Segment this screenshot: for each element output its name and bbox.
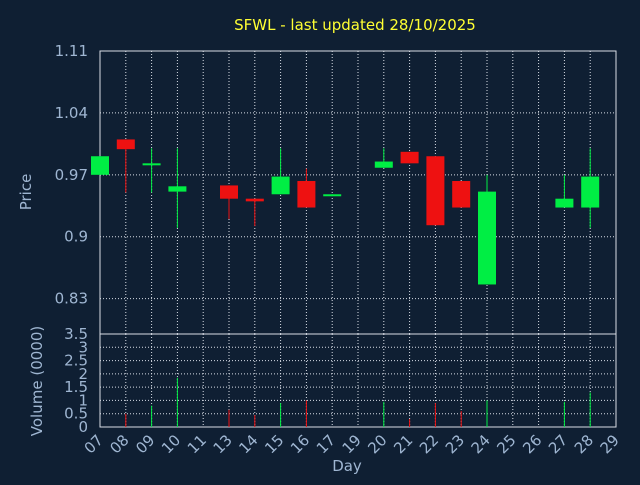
candle-body [452,181,471,208]
volume-tick-label: 3 [78,338,88,356]
candle [271,148,290,195]
candle [323,194,342,197]
candle [91,156,109,175]
candle [116,139,135,193]
chart-title: SFWL - last updated 28/10/2025 [234,16,476,34]
candle-body [220,185,238,199]
x-tick-label: 10 [158,431,184,457]
volume-axis-label: Volume (0000) [28,326,46,436]
candle-body [271,176,290,195]
candle-body [374,161,393,168]
candle-body [116,139,135,150]
x-tick-label: 23 [442,431,468,457]
candle [245,198,264,227]
candle [374,148,393,168]
candle-body [400,151,419,164]
price-tick-label: 1.11 [55,42,88,60]
candle-body [323,194,342,197]
candle [400,151,419,164]
price-tick-label: 0.97 [55,166,88,184]
x-tick-label: 25 [493,431,519,457]
x-tick-label: 17 [313,431,339,457]
x-tick-label: 22 [416,431,442,457]
x-tick-label: 29 [597,431,623,457]
candle-body [297,181,316,208]
candle-body [142,163,161,166]
volume-tick-label: 0.5 [64,405,88,423]
x-tick-label: 09 [132,431,158,457]
candle [168,148,187,228]
x-tick-label: 24 [468,431,494,457]
x-tick-label: 26 [519,431,545,457]
x-axis: 07 08 09 10 11 13 14 15 16 17 19 20 21 22 23 24 25 26 27 28… [81,431,623,457]
volume-panel-frame [99,333,617,428]
candle-body [426,156,445,226]
candle [555,174,574,208]
candle [297,168,316,208]
candle-body [555,198,574,208]
price-tick-label: 0.83 [55,290,88,308]
x-axis-label: Day [332,457,362,475]
candle-body [245,198,264,202]
volume-tick-label: 1.5 [64,378,88,396]
volume-tick-label: 2.5 [64,352,88,370]
candle-body [91,156,109,175]
x-tick-label: 15 [261,431,287,457]
candle [426,156,445,226]
x-tick-label: 20 [364,431,390,457]
candle [142,148,161,193]
candle [452,181,471,208]
volume-tick-label: 0 [78,418,88,436]
x-tick-label: 19 [339,431,365,457]
x-tick-label: 11 [184,431,210,457]
x-tick-label: 13 [210,431,236,457]
candle-body [478,191,496,285]
price-axis-label: Price [17,174,35,211]
candle-body [168,186,187,192]
x-tick-label: 14 [235,431,261,457]
volume-panel: 00.511.522.533.5 [64,325,617,436]
candle-body [581,176,600,208]
volume-tick-label: 3.5 [64,325,88,343]
price-panel: 0.83 0.9 0.97 1.04 1.11 [55,42,617,335]
x-tick-label: 28 [571,431,597,457]
x-tick-label: 27 [545,431,571,457]
candle [581,148,600,228]
price-tick-label: 0.9 [64,228,88,246]
volume-tick-label: 1 [78,391,88,409]
x-tick-label: 16 [287,431,313,457]
volume-tick-label: 2 [78,365,88,383]
candle [478,174,496,285]
x-tick-label: 21 [390,431,416,457]
candle [220,185,238,220]
x-tick-label: 08 [106,431,132,457]
price-tick-label: 1.04 [55,104,88,122]
